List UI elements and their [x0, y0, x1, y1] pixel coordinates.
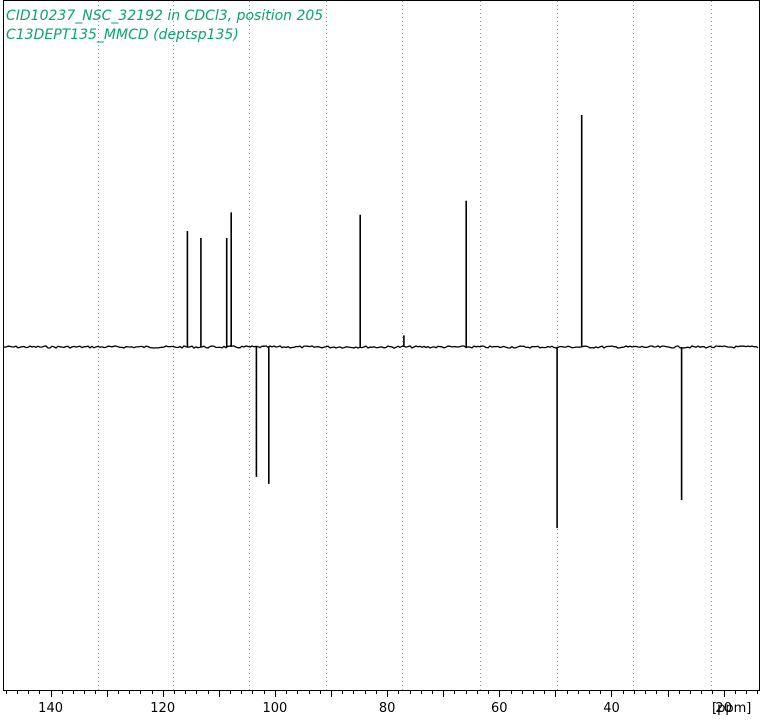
x-tick-label: 20	[715, 701, 732, 716]
spectrum-title-line-2: C13DEPT135_MMCD (deptsp135)	[6, 27, 239, 43]
plot-frame	[3, 0, 760, 691]
x-tick-label: 100	[262, 701, 287, 716]
x-tick-label: 80	[379, 701, 396, 716]
spectrum-baseline	[3, 345, 759, 349]
spectrum-trace	[3, 115, 759, 528]
vertical-grid	[98, 1, 712, 690]
x-tick-label: 140	[38, 701, 63, 716]
x-tick-label: 40	[603, 701, 620, 716]
x-axis: 140 120 100 80 60 40 20	[6, 690, 758, 716]
x-tick-label: 120	[150, 701, 175, 716]
x-axis-unit-label: [ppm]	[712, 701, 751, 716]
x-tick-label: 60	[491, 701, 508, 716]
spectrum-title-line-1: CID10237_NSC_32192 in CDCl3, position 20…	[6, 8, 323, 24]
